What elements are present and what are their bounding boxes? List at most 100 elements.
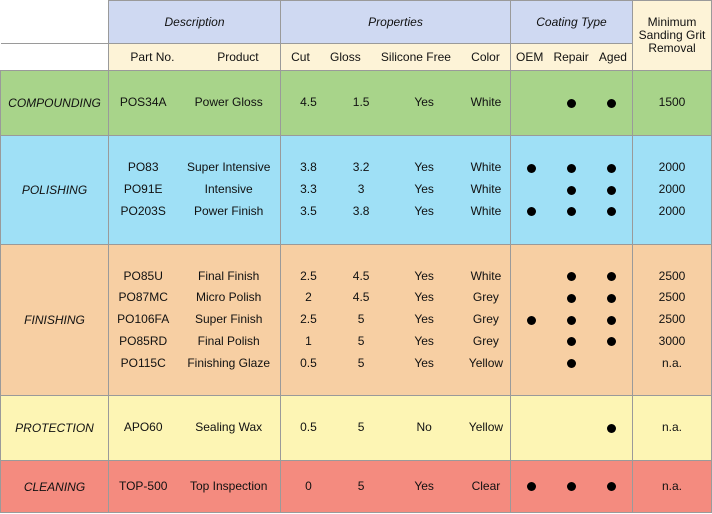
aged-dot <box>607 185 617 195</box>
description-header: Description <box>108 0 281 44</box>
grit-cell: 2500 2500 2500 3000 n.a. <box>632 244 712 396</box>
grit-value: n.a. <box>661 420 682 435</box>
repair-dot <box>566 98 576 108</box>
group-row-protection: PROTECTION APO60 Sealing Wax 0.5 5 No Yellow n.… <box>0 395 712 461</box>
group-row-finishing: FINISHING PO85U PO87MC PO106FA PO85RD PO115C F… <box>0 244 712 396</box>
description-cell: TOP-500 Top Inspection <box>108 460 281 513</box>
product-name: Super Intensive <box>186 160 271 175</box>
col-cut: Cut <box>291 50 310 64</box>
properties-subheader: Cut Gloss Silicone Free Color <box>280 43 511 71</box>
description-cell: PO85U PO87MC PO106FA PO85RD PO115C Final Fini… <box>108 244 281 396</box>
grit-cell: 1500 <box>632 70 712 136</box>
header-corner <box>0 0 109 44</box>
cut-value: 3.5 <box>300 203 317 218</box>
silicone-free-value: Yes <box>414 203 434 218</box>
part-no: PO87MC <box>118 290 168 305</box>
color-value: White <box>470 182 502 197</box>
coating-cell <box>510 460 633 513</box>
part-no: PO203S <box>120 203 166 218</box>
part-no: PO91E <box>123 182 163 197</box>
aged-dot <box>607 163 617 173</box>
color-value: Yellow <box>468 420 504 435</box>
cut-value: 1 <box>305 333 312 348</box>
silicone-free-value: Yes <box>414 290 434 305</box>
cut-value: 3.3 <box>300 182 317 197</box>
part-no: PO115C <box>120 355 166 370</box>
grit-value: 2000 <box>658 160 686 175</box>
product-name: Final Finish <box>198 268 260 283</box>
col-silicone-free: Silicone Free <box>380 50 451 64</box>
product-name: Finishing Glaze <box>187 355 271 370</box>
groups-body: COMPOUNDING POS34A Power Gloss 4.5 1.5 Yes Whi… <box>0 70 712 513</box>
color-value: Grey <box>472 333 499 348</box>
grit-value: 2000 <box>658 203 686 218</box>
group-row-compounding: COMPOUNDING POS34A Power Gloss 4.5 1.5 Yes Whi… <box>0 70 712 136</box>
oem-dot <box>526 315 536 325</box>
color-value: White <box>470 268 502 283</box>
coating-cell <box>510 395 633 461</box>
aged-dot <box>607 423 617 433</box>
cut-value: 4.5 <box>300 95 317 110</box>
repair-dot <box>566 185 576 195</box>
cut-value: 2.5 <box>300 312 317 327</box>
description-cell: PO83 PO91E PO203S Super Intensive Intensive P… <box>108 135 281 245</box>
cut-value: 0.5 <box>300 420 317 435</box>
product-name: Sealing Wax <box>195 420 263 435</box>
properties-cell: 0 5 Yes Clear <box>280 460 511 513</box>
part-no: PO85RD <box>119 333 168 348</box>
cut-value: 2.5 <box>300 268 317 283</box>
gloss-value: 5 <box>357 478 365 493</box>
aged-dot <box>607 272 617 282</box>
cut-value: 2 <box>305 290 312 305</box>
repair-dot <box>566 358 576 368</box>
grit-value: n.a. <box>661 478 682 493</box>
coating-subheader: OEM Repair Aged <box>510 43 633 71</box>
description-cell: APO60 Sealing Wax <box>108 395 281 461</box>
repair-dot <box>566 337 576 347</box>
properties-cell: 2.5 2 2.5 1 0.5 4.5 4.5 5 5 5 Yes Yes Yes Yes Yes White… <box>280 244 511 396</box>
silicone-free-value: No <box>416 420 432 435</box>
oem-dot <box>526 163 536 173</box>
cut-value: 3.8 <box>300 160 317 175</box>
repair-dot <box>566 163 576 173</box>
silicone-free-value: Yes <box>414 312 434 327</box>
col-gloss: Gloss <box>330 50 361 64</box>
group-row-cleaning: CLEANING TOP-500 Top Inspection 0 5 Yes Clear n… <box>0 460 712 513</box>
grit-value: 2500 <box>658 268 686 283</box>
coating-cell <box>510 70 633 136</box>
col-oem: OEM <box>516 50 544 64</box>
product-name: Super Finish <box>195 312 263 327</box>
category-label: COMPOUNDING <box>0 70 109 136</box>
col-part-no: Part No. <box>130 50 175 64</box>
repair-dot <box>566 482 576 491</box>
part-no: APO60 <box>123 420 163 435</box>
grit-cell: n.a. <box>632 460 712 513</box>
category-label: FINISHING <box>0 244 109 396</box>
category-label: PROTECTION <box>0 395 109 461</box>
col-product: Product <box>217 50 259 64</box>
color-value: Yellow <box>468 355 504 370</box>
properties-header: Properties <box>280 0 511 44</box>
aged-dot <box>607 98 617 108</box>
product-name: Power Finish <box>194 203 264 218</box>
header-row-groups: Description Properties Coating Type Mini… <box>0 0 712 71</box>
gloss-value: 1.5 <box>352 95 370 110</box>
product-name: Intensive <box>204 182 253 197</box>
coating-cell <box>510 244 633 396</box>
grit-value: n.a. <box>661 355 682 370</box>
part-no: TOP-500 <box>118 478 168 493</box>
min-grit-header: Minimum Sanding Grit Removal <box>632 0 712 71</box>
color-value: White <box>470 95 502 110</box>
gloss-value: 5 <box>357 355 365 370</box>
cut-value: 0.5 <box>300 355 317 370</box>
silicone-free-value: Yes <box>414 478 434 493</box>
description-cell: POS34A Power Gloss <box>108 70 281 136</box>
part-no: POS34A <box>119 95 167 110</box>
silicone-free-value: Yes <box>414 182 434 197</box>
color-value: White <box>470 203 502 218</box>
aged-dot <box>607 293 617 303</box>
silicone-free-value: Yes <box>414 95 434 110</box>
col-aged: Aged <box>598 50 627 64</box>
color-value: White <box>470 160 502 175</box>
